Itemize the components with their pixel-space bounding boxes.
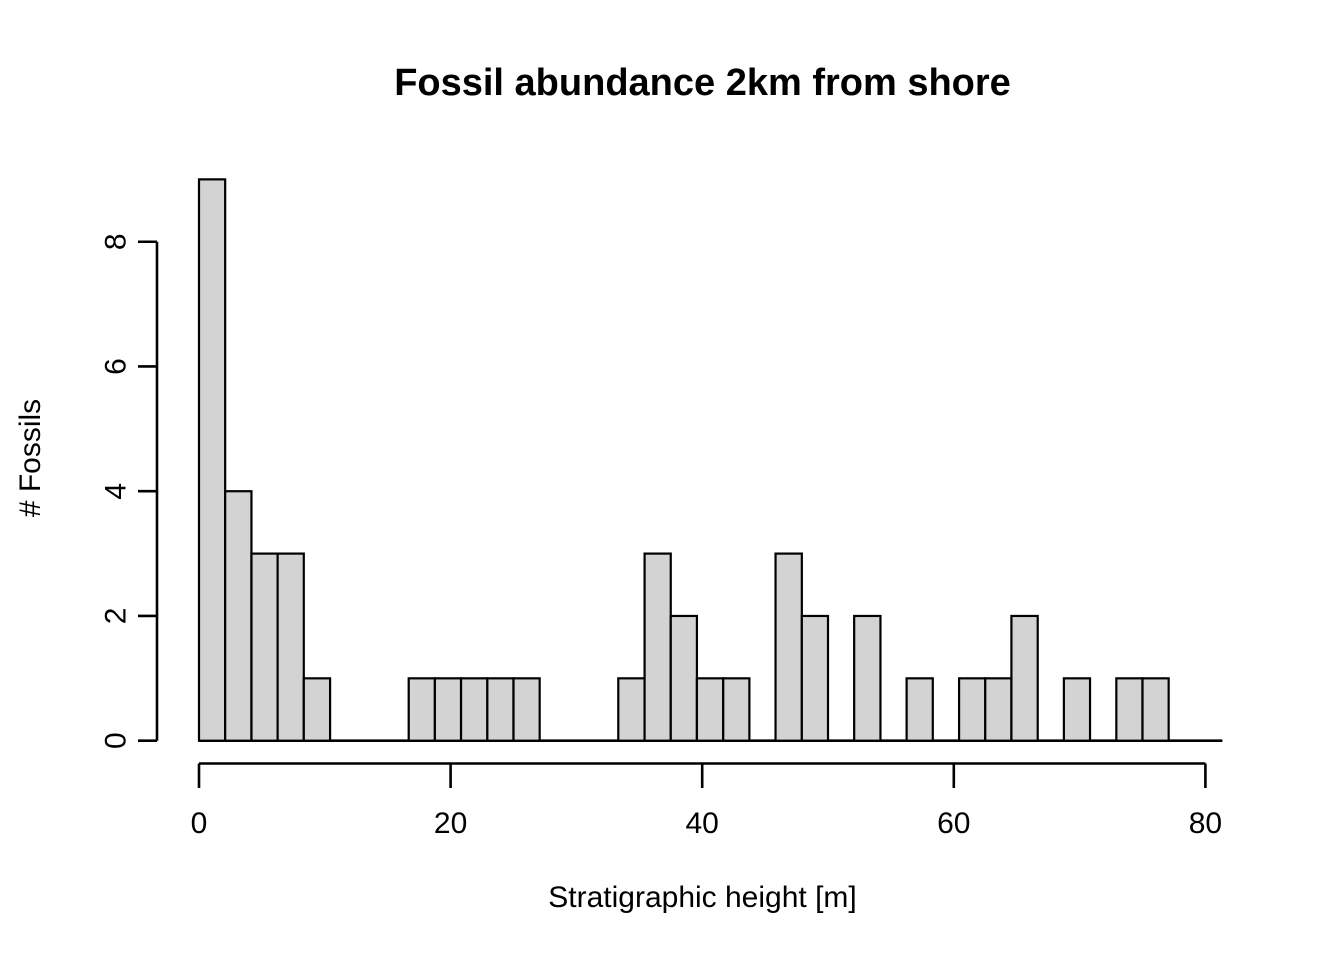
histogram-bar xyxy=(1062,677,1092,742)
y-tick-label: 2 xyxy=(100,608,133,625)
histogram-bar xyxy=(512,677,541,742)
y-tick-label: 4 xyxy=(100,483,133,500)
histogram-bar xyxy=(800,614,830,742)
x-axis-title: Stratigraphic height [m] xyxy=(548,881,857,914)
histogram-bar xyxy=(774,552,803,742)
x-tick-label: 80 xyxy=(1189,807,1222,840)
histogram-bar xyxy=(722,677,751,742)
histogram-bar xyxy=(1115,677,1144,742)
histogram-bar xyxy=(984,677,1013,742)
histogram-bar xyxy=(433,677,463,742)
histogram-bar xyxy=(957,677,987,742)
histogram-bar xyxy=(695,677,725,742)
histogram-bar xyxy=(669,614,699,742)
histogram-bar xyxy=(407,677,436,742)
histogram-bar xyxy=(224,490,253,742)
histogram-bar xyxy=(905,677,934,742)
histogram-bar xyxy=(276,552,305,742)
histogram-bar xyxy=(1010,614,1039,742)
histogram-bar xyxy=(250,552,279,742)
y-tick-label: 6 xyxy=(100,358,133,375)
x-tick-label: 60 xyxy=(937,807,970,840)
chart-title: Fossil abundance 2km from shore xyxy=(394,62,1011,104)
histogram-bar xyxy=(617,677,646,742)
histogram-bar xyxy=(197,178,227,742)
y-tick-label: 0 xyxy=(100,732,133,749)
histogram-bar xyxy=(1141,677,1170,742)
histogram-bar xyxy=(302,677,332,742)
histogram-bar xyxy=(459,677,489,742)
x-tick-label: 40 xyxy=(686,807,719,840)
histogram-bar xyxy=(486,677,515,742)
histogram-bar xyxy=(643,552,672,742)
x-tick-label: 20 xyxy=(434,807,467,840)
y-tick-label: 8 xyxy=(100,233,133,250)
histogram-bar xyxy=(853,614,882,742)
x-tick-label: 0 xyxy=(191,807,208,840)
